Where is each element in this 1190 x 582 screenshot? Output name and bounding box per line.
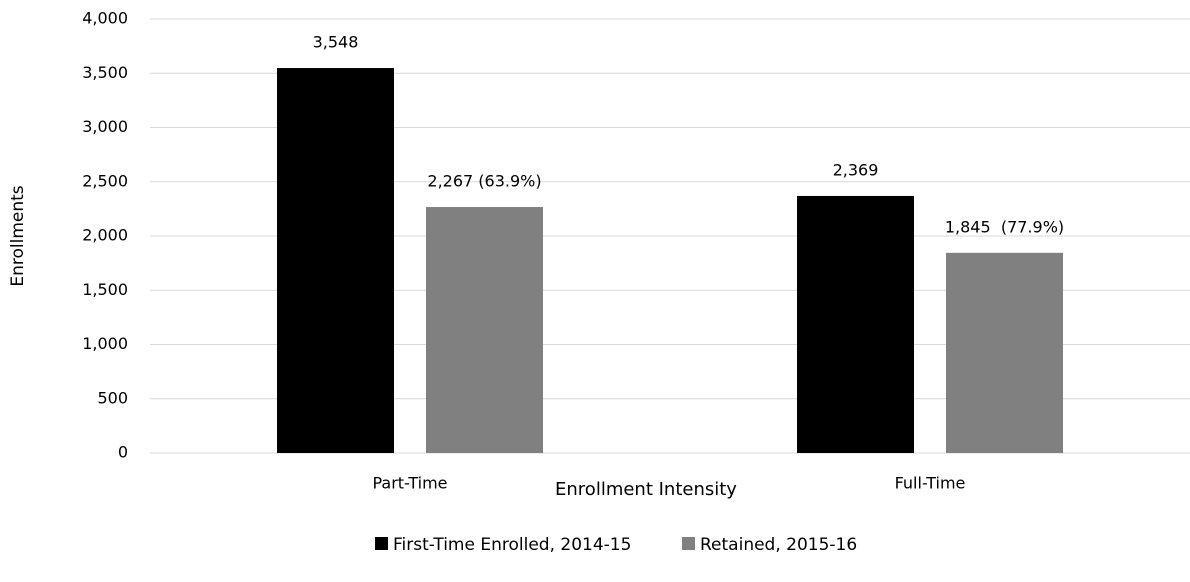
legend-label: First-Time Enrolled, 2014-15	[393, 535, 631, 555]
value-label: 2,369	[833, 160, 879, 179]
y-tick-label: 4,000	[82, 9, 128, 28]
legend-swatch	[375, 537, 388, 550]
y-tick-label: 2,500	[82, 171, 128, 190]
y-tick-label: 2,000	[82, 226, 128, 245]
x-axis-label: Enrollment Intensity	[555, 479, 737, 500]
bar	[277, 68, 394, 454]
x-tick-label: Full-Time	[895, 474, 966, 493]
x-tick-label: Part-Time	[372, 474, 447, 493]
bar	[946, 252, 1063, 453]
legend-label: Retained, 2015-16	[700, 535, 857, 555]
value-label: 2,267 (63.9%)	[427, 172, 541, 191]
y-tick-label: 500	[97, 388, 128, 407]
value-label: 3,548	[313, 33, 359, 52]
y-tick-label: 1,500	[82, 280, 128, 299]
legend-swatch	[682, 537, 695, 550]
y-axis-label: Enrollments	[8, 185, 28, 286]
bar	[797, 195, 914, 453]
y-tick-label: 0	[118, 443, 128, 462]
y-tick-label: 3,000	[82, 117, 128, 136]
y-tick-label: 3,500	[82, 63, 128, 82]
bar	[426, 207, 543, 453]
value-label: 1,845 (77.9%)	[945, 217, 1064, 236]
y-tick-label: 1,000	[82, 334, 128, 353]
